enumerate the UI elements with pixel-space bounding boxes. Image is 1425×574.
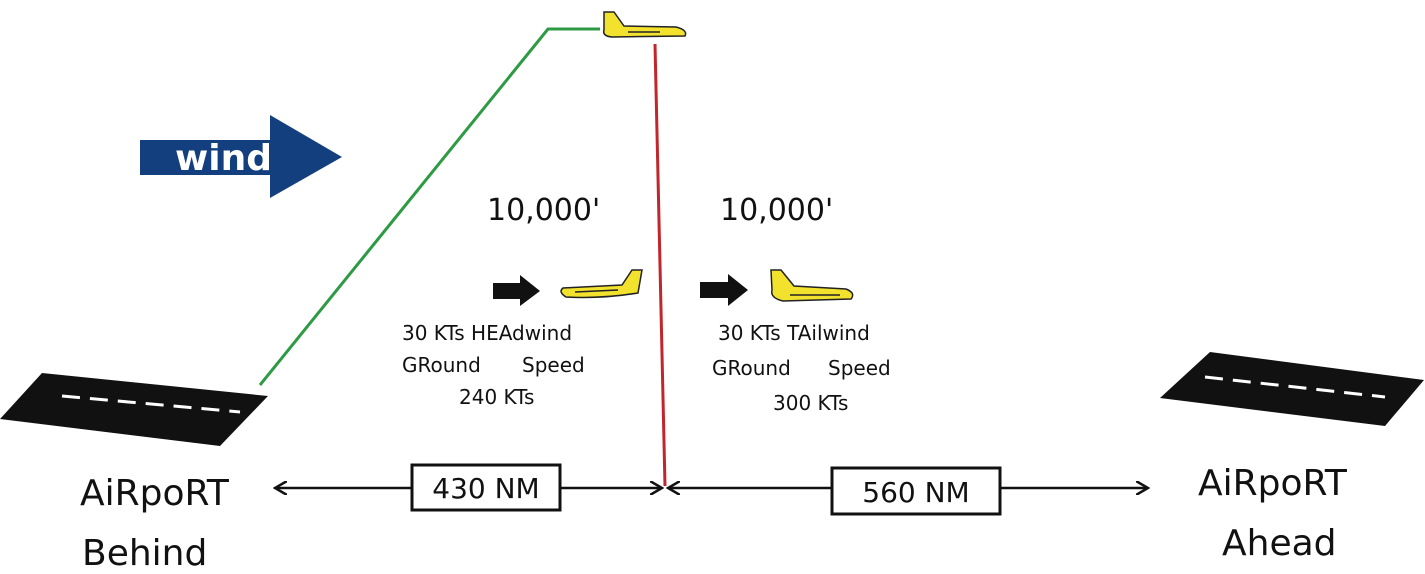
left-wind-arrow-icon xyxy=(493,275,540,306)
airport-behind-line1: AiRpoRT xyxy=(80,473,230,514)
airport-behind-line2: Behind xyxy=(82,533,207,574)
left-gs-value: 240 KTs xyxy=(459,385,534,409)
right-wind-line: 30 KTs TAilwind xyxy=(718,321,870,345)
behind-distance-box: 430 NM xyxy=(410,463,562,512)
ahead-distance-box: 560 NM xyxy=(830,466,1002,516)
airport-ahead-line1: AiRpoRT xyxy=(1198,463,1348,504)
climb-path-line xyxy=(258,27,600,386)
left-gs-label-b: Speed xyxy=(522,353,585,377)
top-airplane-icon xyxy=(602,11,687,38)
ahead-distance-value: 560 NM xyxy=(862,476,969,509)
wind-label: wind xyxy=(175,138,272,179)
right-gs-label-b: Speed xyxy=(828,356,891,380)
left-wind-line: 30 KTs HEAdwind xyxy=(402,321,572,345)
runway-behind-icon xyxy=(0,373,268,446)
left-airplane-icon xyxy=(560,269,643,299)
right-gs-label-a: GRound xyxy=(712,356,791,380)
left-gs-label-a: GRound xyxy=(402,353,481,377)
divider-line xyxy=(653,43,667,487)
right-airplane-icon xyxy=(770,269,854,302)
left-altitude: 10,000' xyxy=(487,193,600,228)
wind-arrow: wind xyxy=(140,115,342,198)
right-altitude: 10,000' xyxy=(720,193,833,228)
right-gs-value: 300 KTs xyxy=(773,391,848,415)
behind-distance-value: 430 NM xyxy=(432,472,539,505)
runway-ahead-icon xyxy=(1160,352,1424,426)
airport-ahead-line2: Ahead xyxy=(1222,523,1337,564)
right-wind-arrow-icon xyxy=(700,274,748,306)
